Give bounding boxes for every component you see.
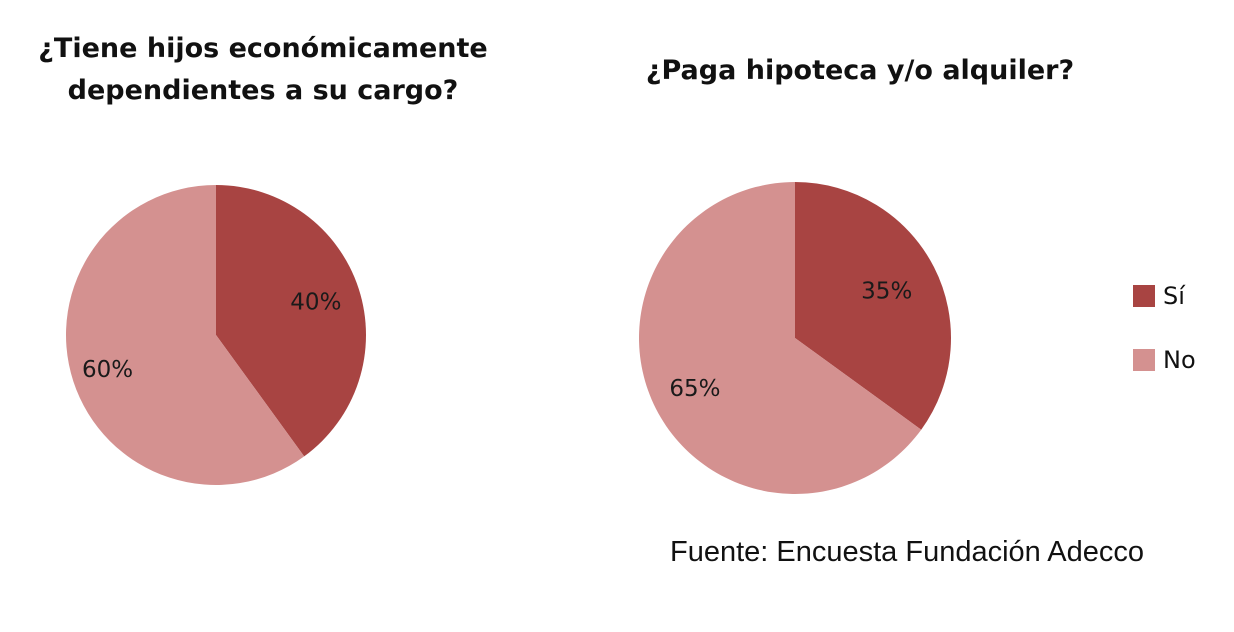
legend-item-no: No xyxy=(1133,342,1196,378)
legend-swatch-si xyxy=(1133,285,1155,307)
pie-slice-dependents-si xyxy=(216,185,366,457)
legend-label: Sí xyxy=(1163,282,1185,310)
pie-label-dependents-si: 40% xyxy=(290,290,341,316)
pie-label-mortgage-no: 65% xyxy=(669,376,720,402)
legend: Sí No xyxy=(1133,278,1196,406)
pie-label-mortgage-si: 35% xyxy=(861,278,912,304)
chart-title-line: ¿Tiene hijos económicamente xyxy=(38,33,488,64)
pie-slice-mortgage-no xyxy=(639,182,922,494)
legend-label: No xyxy=(1163,346,1196,374)
pie-slice-mortgage-si xyxy=(795,182,951,430)
pie-slice-dependents-no xyxy=(65,185,305,486)
pie-chart-dependents: 40% 60% xyxy=(65,185,366,486)
legend-swatch-no xyxy=(1133,349,1155,371)
chart-title-line: dependientes a su cargo? xyxy=(67,75,459,106)
chart-title-mortgage: ¿Paga hipoteca y/o alquiler? xyxy=(620,50,1100,92)
pie-label-dependents-no: 60% xyxy=(82,357,133,383)
legend-item-si: Sí xyxy=(1133,278,1196,314)
pie-chart-mortgage: 35% 65% xyxy=(639,182,951,494)
chart-title-dependents: ¿Tiene hijos económicamente dependientes… xyxy=(0,28,526,112)
source-note: Fuente: Encuesta Fundación Adecco xyxy=(670,536,1144,568)
chart-title-line: ¿Paga hipoteca y/o alquiler? xyxy=(645,55,1075,86)
